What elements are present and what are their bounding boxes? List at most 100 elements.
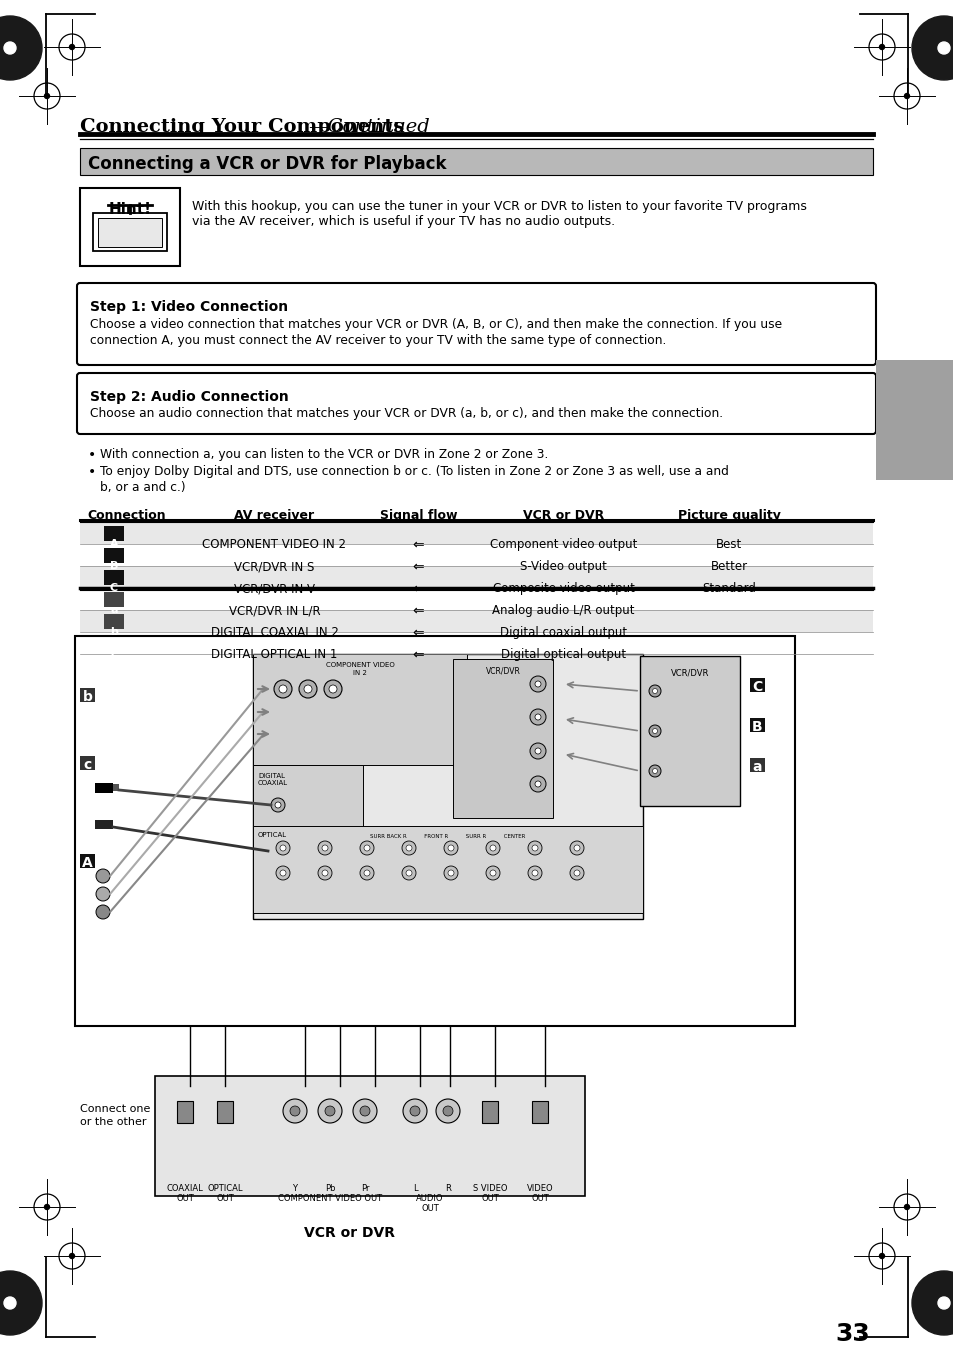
Circle shape <box>364 870 370 875</box>
Text: AV receiver: AV receiver <box>234 509 314 521</box>
Text: Better: Better <box>710 561 747 573</box>
Text: L: L <box>413 1183 416 1193</box>
Text: OPTICAL: OPTICAL <box>257 832 287 838</box>
Text: Composite video output: Composite video output <box>492 582 634 594</box>
Circle shape <box>530 775 545 792</box>
Circle shape <box>490 870 496 875</box>
Text: S VIDEO
OUT: S VIDEO OUT <box>473 1183 507 1204</box>
Circle shape <box>442 1106 453 1116</box>
Circle shape <box>903 93 908 99</box>
Circle shape <box>530 709 545 725</box>
Text: B: B <box>751 720 762 734</box>
Circle shape <box>274 802 281 808</box>
Text: With this hookup, you can use the tuner in your VCR or DVR to listen to your fav: With this hookup, you can use the tuner … <box>192 200 806 213</box>
Bar <box>481 1101 497 1123</box>
Text: —Continued: —Continued <box>308 118 429 136</box>
Text: VCR/DVR IN S: VCR/DVR IN S <box>234 561 314 573</box>
Text: •: • <box>88 449 96 462</box>
Text: COAXIAL: COAXIAL <box>257 780 288 786</box>
Circle shape <box>4 42 16 54</box>
Bar <box>80 688 95 703</box>
Circle shape <box>443 866 457 880</box>
Text: Connecting a VCR or DVR for Playback: Connecting a VCR or DVR for Playback <box>88 155 446 173</box>
Circle shape <box>485 842 499 855</box>
Text: ⇐: ⇐ <box>413 582 424 596</box>
Text: AUDIO
OUT: AUDIO OUT <box>416 1194 443 1213</box>
Text: c: c <box>83 758 91 771</box>
Text: VCR/DVR: VCR/DVR <box>485 667 520 676</box>
Text: C: C <box>752 680 761 694</box>
Text: ⇐: ⇐ <box>413 561 424 574</box>
Circle shape <box>329 685 336 693</box>
Text: Digital optical output: Digital optical output <box>500 648 625 661</box>
Circle shape <box>280 844 286 851</box>
Circle shape <box>406 844 412 851</box>
Circle shape <box>322 844 328 851</box>
Bar <box>177 1101 193 1123</box>
Circle shape <box>569 866 583 880</box>
Bar <box>749 758 764 771</box>
Text: b: b <box>110 627 118 638</box>
Circle shape <box>911 16 953 80</box>
Circle shape <box>324 680 341 698</box>
Circle shape <box>527 842 541 855</box>
Circle shape <box>530 743 545 759</box>
Text: C: C <box>110 584 118 593</box>
Circle shape <box>290 1106 299 1116</box>
Circle shape <box>937 42 949 54</box>
Bar <box>95 784 112 793</box>
Text: Connecting Your Components: Connecting Your Components <box>80 118 404 136</box>
Bar <box>216 1101 233 1123</box>
Text: Y: Y <box>293 1183 297 1193</box>
Text: Choose a video connection that matches your VCR or DVR (A, B, or C), and then ma: Choose a video connection that matches y… <box>90 317 781 331</box>
Text: COMPONENT VIDEO IN 2: COMPONENT VIDEO IN 2 <box>202 538 346 551</box>
Text: Digital coaxial output: Digital coaxial output <box>499 626 626 639</box>
Circle shape <box>317 866 332 880</box>
Circle shape <box>879 1254 883 1259</box>
Text: DIGITAL COAXIAL IN 2: DIGITAL COAXIAL IN 2 <box>211 626 338 639</box>
Text: •: • <box>88 465 96 480</box>
Text: COAXIAL
OUT: COAXIAL OUT <box>167 1183 203 1204</box>
Circle shape <box>401 842 416 855</box>
Circle shape <box>317 842 332 855</box>
Bar <box>268 835 288 847</box>
FancyBboxPatch shape <box>77 373 875 434</box>
Circle shape <box>96 905 110 919</box>
Bar <box>875 359 953 480</box>
Circle shape <box>401 866 416 880</box>
Bar <box>104 570 124 585</box>
Bar <box>749 717 764 732</box>
Circle shape <box>45 1205 50 1209</box>
Text: COMPONENT VIDEO: COMPONENT VIDEO <box>326 662 395 667</box>
Circle shape <box>271 798 285 812</box>
Circle shape <box>353 1098 376 1123</box>
Circle shape <box>325 1106 335 1116</box>
Text: c: c <box>111 648 117 659</box>
Bar <box>80 188 180 266</box>
Text: VCR or DVR: VCR or DVR <box>304 1225 395 1240</box>
Text: B: B <box>110 561 118 571</box>
Text: S-Video output: S-Video output <box>519 561 606 573</box>
Text: Picture quality: Picture quality <box>677 509 780 521</box>
Text: Connect one
or the other: Connect one or the other <box>80 1104 151 1127</box>
Bar <box>104 636 124 651</box>
Text: b: b <box>83 690 92 704</box>
Circle shape <box>4 1297 16 1309</box>
Text: A: A <box>82 857 92 870</box>
FancyBboxPatch shape <box>77 282 875 365</box>
Bar <box>80 757 95 770</box>
Circle shape <box>648 765 660 777</box>
Circle shape <box>274 680 292 698</box>
Circle shape <box>410 1106 419 1116</box>
Circle shape <box>304 685 312 693</box>
Text: SURR BACK R          FRONT R          SURR R          CENTER: SURR BACK R FRONT R SURR R CENTER <box>370 834 525 839</box>
Bar <box>253 654 467 765</box>
Text: VCR/DVR: VCR/DVR <box>670 667 708 677</box>
Circle shape <box>359 842 374 855</box>
Bar <box>532 1101 547 1123</box>
Circle shape <box>648 685 660 697</box>
Circle shape <box>96 869 110 884</box>
Circle shape <box>275 866 290 880</box>
Circle shape <box>298 680 316 698</box>
Bar <box>80 149 872 176</box>
